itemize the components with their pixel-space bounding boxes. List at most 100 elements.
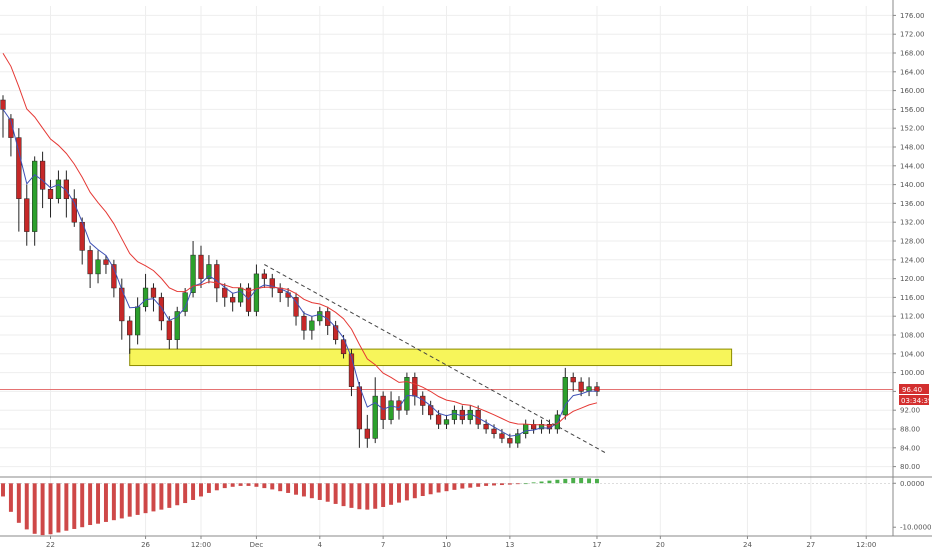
candle-down: [87, 250, 93, 275]
histogram-bar-negative: [214, 483, 219, 491]
histogram-bar-negative: [373, 483, 378, 509]
price-tick-label: 104.00: [900, 350, 925, 358]
time-tick-label: 12:00: [856, 541, 876, 549]
histogram-bar-negative: [349, 483, 354, 508]
time-tick-label: 13: [505, 541, 514, 549]
price-tick-label: 80.00: [900, 463, 920, 471]
time-tick-label: 27: [806, 541, 815, 549]
candle-down: [412, 377, 418, 397]
candle-down: [475, 409, 481, 425]
current-price-tag-bg: [899, 384, 929, 394]
histogram-bar-negative: [309, 483, 314, 499]
histogram-bar-positive: [555, 479, 560, 484]
price-tick-label: 140.00: [900, 181, 925, 189]
candle-down: [16, 137, 22, 199]
histogram-bar-negative: [404, 483, 409, 501]
candle-down: [166, 320, 172, 340]
price-tick-label: 156.00: [900, 106, 925, 114]
histogram-bar-negative: [1, 483, 5, 497]
histogram-bar-negative: [325, 483, 330, 502]
price-tick-label: 116.00: [900, 294, 925, 302]
histogram-bar-negative: [16, 483, 21, 523]
candle-down: [0, 99, 6, 110]
histogram-bar-negative: [278, 483, 283, 492]
candle-down: [222, 287, 228, 298]
histogram-bar-negative: [143, 483, 148, 514]
histogram-bar-negative: [499, 483, 504, 486]
histogram-bar-positive: [594, 478, 599, 484]
histogram-bar-negative: [436, 483, 441, 493]
candle-up: [190, 254, 196, 293]
time-axis-ticks: 22 26 12:00 Dec 4 7 10 13 17 20 24 27 12:00: [46, 536, 876, 549]
indicator-axis-ticks: 0.0000 -10.0000: [893, 480, 931, 532]
price-tick-label: 120.00: [900, 275, 925, 283]
candle-down: [507, 438, 513, 444]
price-tick-label: 128.00: [900, 238, 925, 246]
candle-down: [39, 160, 46, 190]
histogram-bar-negative: [357, 483, 362, 510]
time-tick-label: 26: [141, 541, 150, 549]
candle-down: [119, 287, 125, 322]
candle-up: [372, 395, 378, 439]
histogram-bar-negative: [96, 483, 101, 524]
support-zone: [129, 348, 733, 367]
candle-down: [420, 395, 426, 406]
price-tick-label: 132.00: [900, 219, 925, 227]
histogram-bar-negative: [294, 483, 299, 495]
candle-down: [24, 198, 30, 232]
candle-down: [435, 414, 442, 425]
time-tick-label: 7: [381, 541, 385, 549]
histogram-bar-negative: [24, 483, 29, 530]
candle-down: [150, 287, 157, 298]
price-tick-label: 148.00: [900, 144, 925, 152]
candle-down: [570, 377, 576, 383]
histogram-bar-positive: [539, 481, 544, 484]
histogram-bar-positive: [523, 483, 528, 485]
histogram-bar-negative: [468, 483, 473, 488]
histogram-bar-negative: [420, 483, 425, 497]
histogram-bar-negative: [56, 483, 61, 533]
candle-down: [301, 315, 307, 331]
moving-average-fast: [2, 109, 598, 437]
trendline-layer: [264, 264, 606, 453]
candle-down: [578, 381, 584, 392]
histogram-bar-negative: [246, 483, 251, 486]
price-tick-label: 92.00: [900, 407, 920, 415]
histogram-bar-negative: [333, 483, 338, 504]
histogram-bar-positive: [587, 478, 592, 484]
axes: [0, 0, 932, 537]
candle-down: [230, 297, 236, 303]
price-tick-label: 152.00: [900, 125, 925, 133]
candle-down: [269, 278, 275, 289]
histogram-bar-negative: [301, 483, 306, 497]
candle-up: [404, 377, 410, 411]
price-tick-label: 144.00: [900, 162, 925, 170]
histogram-bar-negative: [484, 483, 489, 486]
histogram-bar-negative: [8, 483, 13, 512]
candle-down: [356, 386, 363, 430]
grid: [0, 6, 893, 536]
time-tick-label: 4: [318, 541, 323, 549]
indicator-tick-label: 0.0000: [900, 480, 925, 488]
candle-down: [348, 353, 355, 387]
histogram-bar-negative: [460, 483, 465, 489]
candle-down: [459, 409, 465, 420]
histogram-bar-negative: [175, 483, 180, 506]
histogram-bar-negative: [365, 483, 370, 510]
histogram-bar-negative: [381, 483, 386, 507]
candle-down: [63, 179, 69, 199]
price-tick-label: 124.00: [900, 256, 925, 264]
histogram-bar-negative: [230, 483, 235, 487]
histogram-bar-negative: [492, 483, 496, 486]
candle-up: [32, 160, 38, 232]
candle-down: [483, 424, 489, 430]
price-tick-label: 172.00: [900, 31, 925, 39]
candle-down: [71, 198, 77, 223]
histogram-bar-negative: [199, 483, 203, 497]
histogram-bar-negative: [119, 483, 124, 519]
histogram-bar-negative: [254, 483, 259, 487]
price-tick-label: 176.00: [900, 12, 925, 20]
histogram-bar-negative: [80, 483, 85, 528]
